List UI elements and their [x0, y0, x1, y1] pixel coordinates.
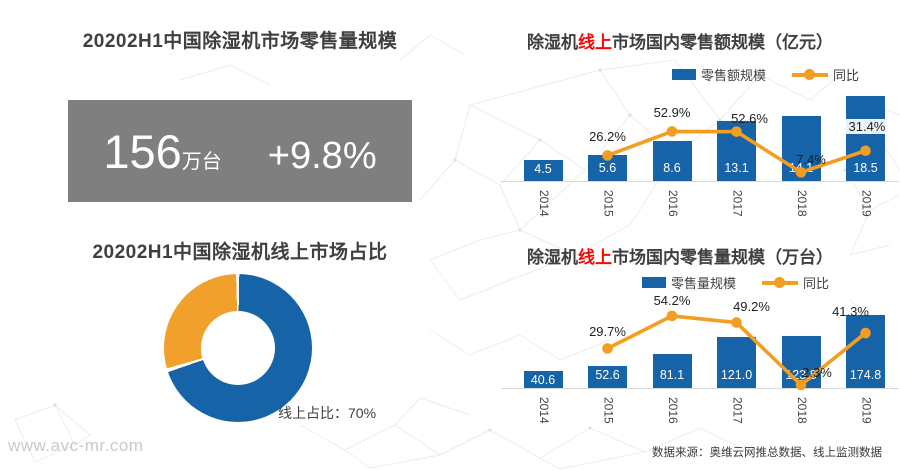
kpi-growth: +9.8%: [267, 134, 377, 177]
bar-value-label-2016: 81.1: [659, 368, 685, 382]
line-series-label: 同比: [803, 276, 830, 291]
x-axis-line: [501, 181, 899, 182]
bar-2014: [523, 160, 563, 181]
x-axis-label-2017: 2017: [730, 397, 745, 424]
trend-point-2016: [666, 126, 678, 137]
line-series-marker: [792, 69, 829, 80]
bar-value-label-2014: 40.6: [530, 373, 556, 387]
volume-chart: 除湿机线上市场国内零售量规模（万台） 零售量规模 同比 40.6 2014 52.6…: [460, 235, 900, 450]
revenue-chart: 除湿机线上市场国内零售额规模（亿元） 零售额规模 同比 4.5 2014 5.6 20…: [460, 20, 900, 235]
revenue-chart-title: 除湿机线上市场国内零售额规模（亿元）: [460, 28, 900, 53]
pct-label-2017: 52.6%: [731, 110, 768, 126]
line-series-dot: [804, 69, 816, 80]
line-series-marker: [762, 277, 799, 288]
volume-chart-title: 除湿机线上市场国内零售量规模（万台）: [460, 243, 900, 268]
title-prefix: 除湿机: [527, 248, 578, 267]
x-axis-label-2014: 2014: [537, 190, 551, 217]
bar-series-swatch: [672, 69, 696, 80]
x-axis-label-2018: 2018: [795, 397, 809, 424]
line-series-dot: [774, 277, 786, 288]
trend-point-2015: [602, 343, 613, 354]
data-source-note: 数据来源：奥维云网推总数据、线上监测数据: [652, 447, 882, 459]
title-suffix: 市场国内零售额规模（亿元）: [612, 33, 833, 52]
pct-label-2015: 29.7%: [589, 324, 626, 340]
bar-2014: [523, 371, 563, 388]
bar-value-label-2019: 18.5: [853, 161, 878, 175]
donut-caption: 线上占比：70%: [278, 405, 377, 421]
title-highlight: 线上: [578, 33, 612, 52]
bar-value-label-2014: 4.5: [534, 162, 552, 176]
x-axis-label-2016: 2016: [666, 190, 680, 217]
x-axis-label-2014: 2014: [537, 397, 551, 424]
donut-hole: [201, 311, 275, 385]
x-axis-label-2015: 2015: [601, 190, 616, 217]
pct-label-2019: 31.4%: [845, 118, 889, 134]
bar-value-label-2016: 8.6: [663, 161, 681, 175]
pct-label-2016: 54.2%: [653, 292, 691, 308]
watermark: www.avc-mr.com: [8, 436, 144, 455]
pct-label-2017: 49.2%: [733, 298, 770, 314]
x-axis-line: [501, 388, 899, 389]
kpi-box: 156万台 +9.8%: [68, 100, 412, 202]
trend-point-2016: [666, 310, 678, 322]
pct-label-2019: 41.3%: [832, 304, 869, 320]
x-axis-label-2018: 2018: [795, 190, 809, 217]
bar-value-label-2017: 121.0: [720, 368, 753, 382]
kpi-wrapper: 156万台 +9.8%: [103, 124, 376, 179]
title-suffix: 市场国内零售量规模（万台）: [612, 248, 833, 267]
kpi-unit: 万台: [181, 150, 222, 173]
pct-label-2018: 2.3%: [802, 364, 832, 380]
online-share-title: 20202H1中国除湿机线上市场占比: [92, 242, 388, 263]
pct-label-2015: 26.2%: [589, 129, 626, 145]
market-size-title: 20202H1中国除湿机市场零售量规模: [82, 31, 398, 52]
bar-value-label-2019: 174.8: [849, 368, 882, 382]
pct-label-2018: 7.4%: [796, 152, 826, 168]
pct-label-2016: 52.9%: [653, 105, 691, 121]
title-highlight: 线上: [578, 248, 612, 267]
kpi-value: 156: [103, 124, 182, 178]
revenue-chart-legend: 零售额规模 同比: [672, 65, 859, 84]
x-axis-label-2019: 2019: [859, 397, 874, 424]
x-axis-label-2016: 2016: [666, 397, 680, 424]
x-axis-label-2017: 2017: [730, 190, 745, 217]
line-series-label: 同比: [833, 68, 860, 83]
bar-series-swatch: [642, 277, 666, 288]
bar-value-label-2015: 5.6: [598, 161, 617, 175]
bar-value-label-2015: 52.6: [595, 368, 620, 382]
bar-series-label: 零售额规模: [701, 68, 767, 83]
trend-point-2017: [731, 317, 742, 328]
volume-chart-legend: 零售量规模 同比: [642, 273, 829, 292]
x-axis-label-2019: 2019: [859, 190, 874, 217]
bar-series-label: 零售量规模: [671, 276, 737, 291]
bar-value-label-2017: 13.1: [724, 161, 749, 175]
x-axis-label-2015: 2015: [601, 397, 616, 424]
title-prefix: 除湿机: [527, 33, 578, 52]
